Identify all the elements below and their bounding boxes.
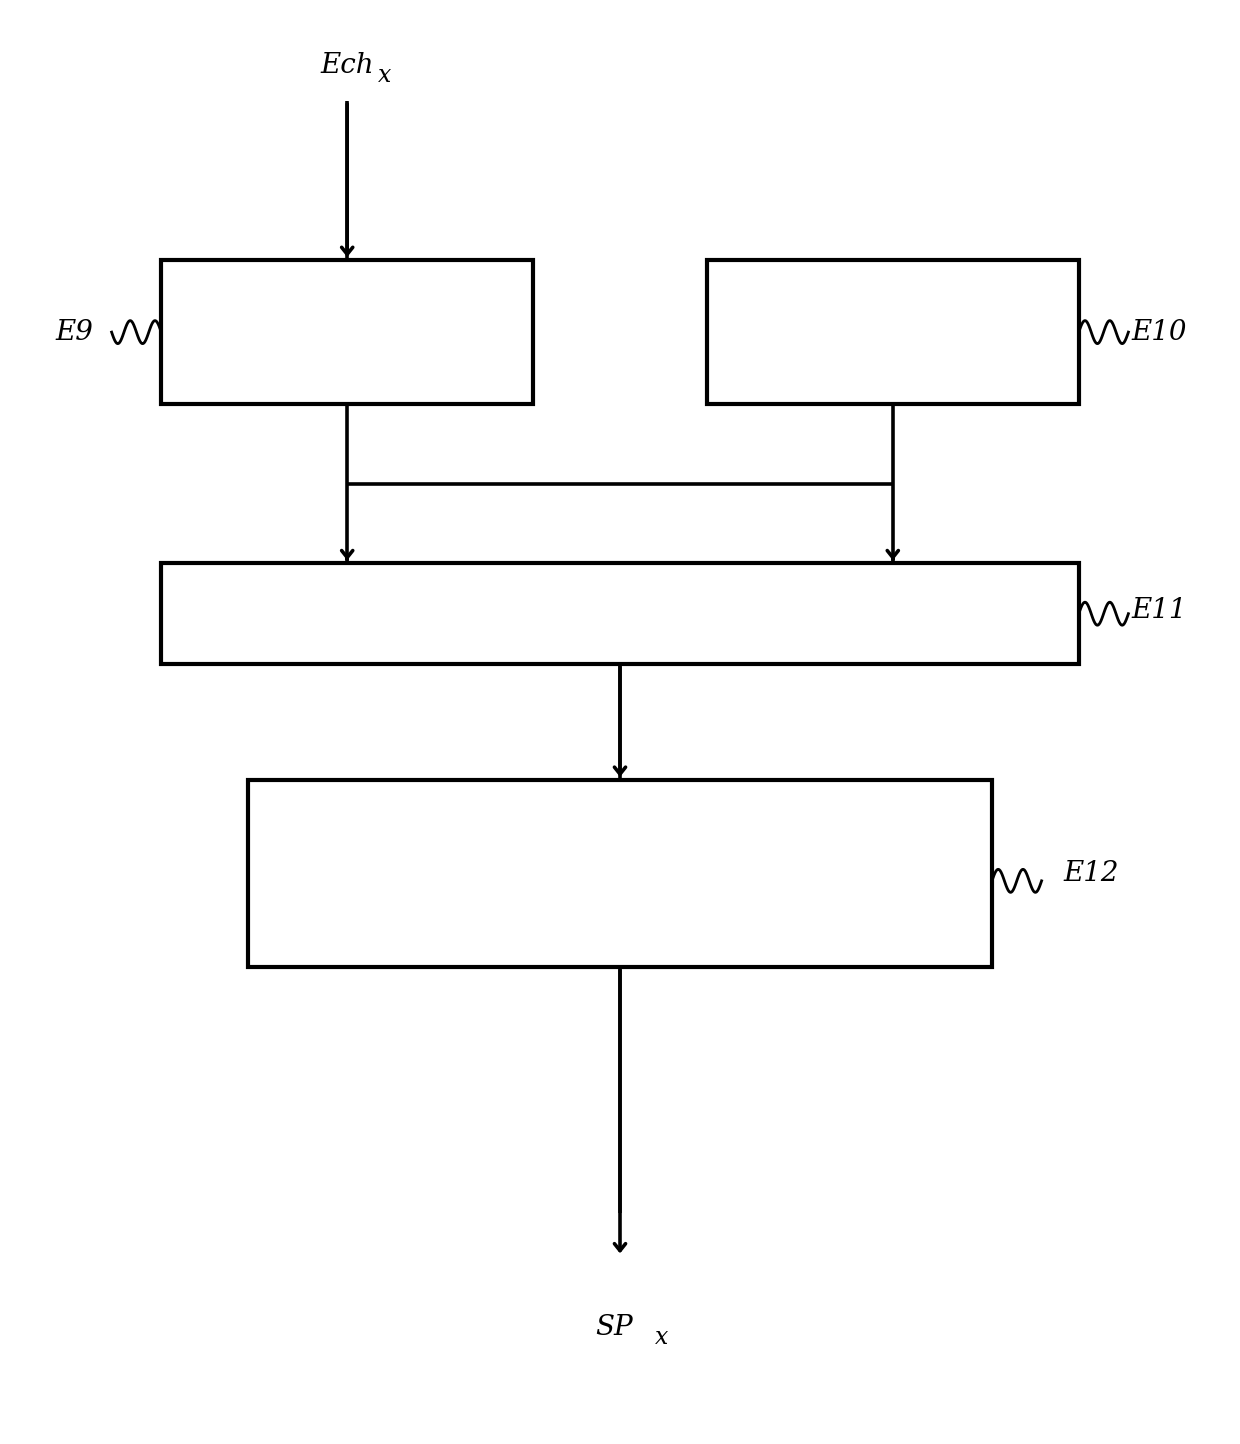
FancyBboxPatch shape [248,780,992,967]
FancyBboxPatch shape [161,260,533,404]
Text: E12: E12 [1064,861,1118,887]
Text: Ech: Ech [320,52,374,79]
FancyBboxPatch shape [161,563,1079,664]
Text: x: x [655,1326,668,1349]
Text: SP: SP [595,1314,632,1341]
FancyBboxPatch shape [707,260,1079,404]
Text: E9: E9 [56,319,93,345]
Text: E11: E11 [1132,598,1187,624]
Text: x: x [378,64,392,87]
Text: E10: E10 [1132,319,1187,345]
